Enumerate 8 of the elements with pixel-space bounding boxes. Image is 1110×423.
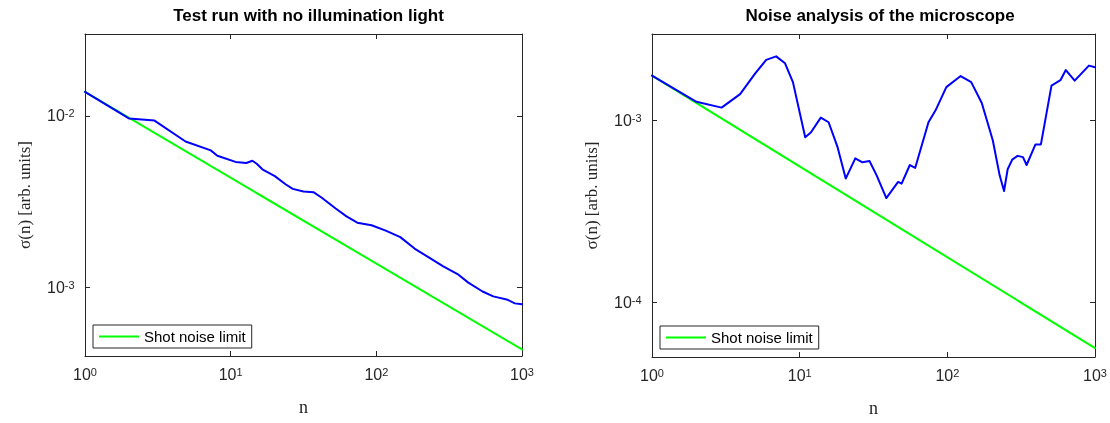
x-axis-title: n [299, 397, 308, 417]
legend-label: Shot noise limit [711, 329, 814, 346]
x-axis-title: n [869, 398, 879, 418]
chart-title: Noise analysis of the microscope [745, 6, 1015, 25]
legend-label: Shot noise limit [144, 328, 247, 345]
chart-title: Test run with no illumination light [173, 6, 445, 25]
y-axis-title: σ(n) [arb. units] [15, 141, 34, 249]
y-axis-title: σ(n) [arb. units] [582, 141, 601, 250]
